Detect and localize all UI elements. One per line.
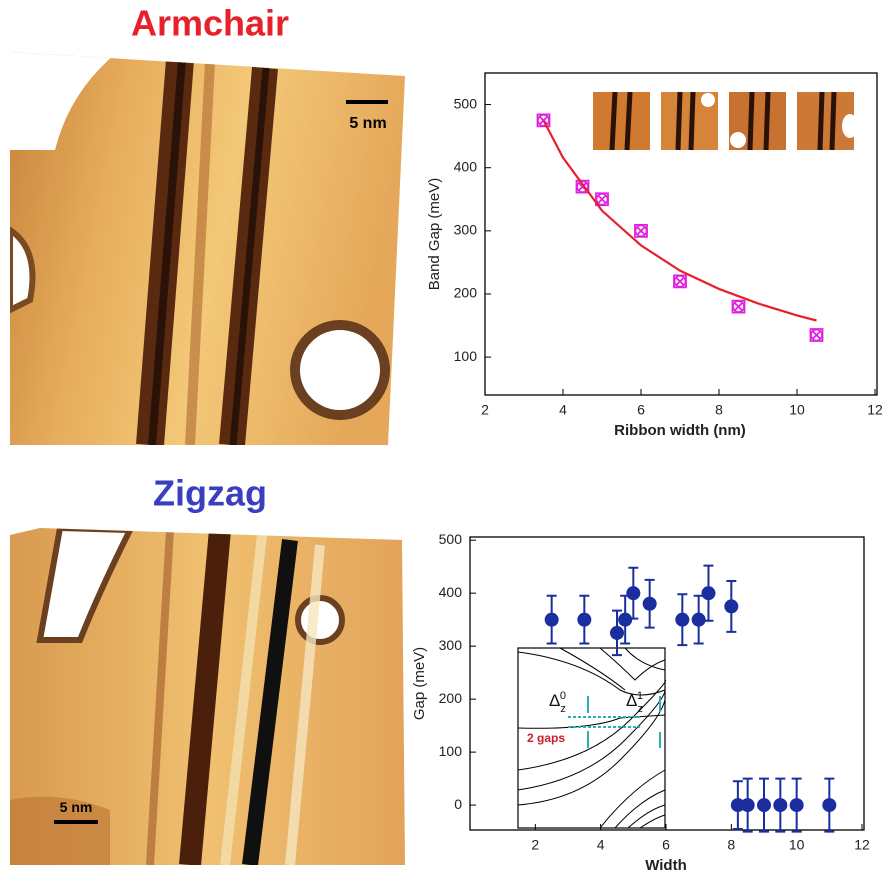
y-tick-label: 500 <box>454 95 478 111</box>
panel-title: Zigzag <box>153 473 267 514</box>
x-tick-label: 4 <box>559 402 567 418</box>
data-point <box>618 613 632 627</box>
data-point <box>790 798 804 812</box>
x-axis-label: Ribbon width (nm) <box>614 422 746 439</box>
y-tick-label: 400 <box>454 158 478 174</box>
fit-line <box>544 120 817 320</box>
data-point <box>643 597 657 611</box>
x-tick-label: 12 <box>867 402 883 418</box>
y-axis-label: Gap (meV) <box>411 647 428 720</box>
x-tick-label: 6 <box>662 837 670 853</box>
data-point <box>822 798 836 812</box>
x-tick-label: 12 <box>854 837 870 853</box>
data-point <box>773 798 787 812</box>
x-tick-label: 8 <box>715 402 723 418</box>
data-point <box>577 613 591 627</box>
y-tick-label: 200 <box>439 690 463 706</box>
y-tick-label: 500 <box>439 531 463 547</box>
data-point <box>545 613 559 627</box>
figure: 5 nm 5 nm Δz0 Δz1 2 gaps Armchair2468101… <box>0 0 885 884</box>
x-tick-label: 10 <box>789 837 805 853</box>
x-tick-label: 6 <box>637 402 645 418</box>
x-tick-label: 10 <box>789 402 805 418</box>
x-tick-label: 8 <box>727 837 735 853</box>
y-tick-label: 400 <box>439 584 463 600</box>
y-tick-label: 0 <box>454 796 462 812</box>
x-tick-label: 4 <box>597 837 605 853</box>
data-point <box>675 613 689 627</box>
y-tick-label: 300 <box>454 222 478 238</box>
data-point <box>610 626 624 640</box>
scale-bar-label: 5 nm <box>60 799 93 815</box>
y-tick-label: 100 <box>454 348 478 364</box>
x-tick-label: 2 <box>531 837 539 853</box>
data-point <box>701 586 715 600</box>
x-axis-label: Width <box>645 857 687 874</box>
x-tick-label: 2 <box>481 402 489 418</box>
data-point <box>692 613 706 627</box>
panel-title: Armchair <box>131 3 289 44</box>
data-point <box>741 798 755 812</box>
data-point <box>724 599 738 613</box>
y-tick-label: 100 <box>439 743 463 759</box>
y-axis-label: Band Gap (meV) <box>426 178 443 291</box>
inset-thumbnails <box>593 92 858 150</box>
stm-image-armchair <box>10 50 405 445</box>
data-point <box>757 798 771 812</box>
y-tick-label: 300 <box>439 637 463 653</box>
scale-bar-label: 5 nm <box>349 115 386 132</box>
data-point <box>626 586 640 600</box>
y-tick-label: 200 <box>454 285 478 301</box>
inset-note: 2 gaps <box>527 731 565 745</box>
